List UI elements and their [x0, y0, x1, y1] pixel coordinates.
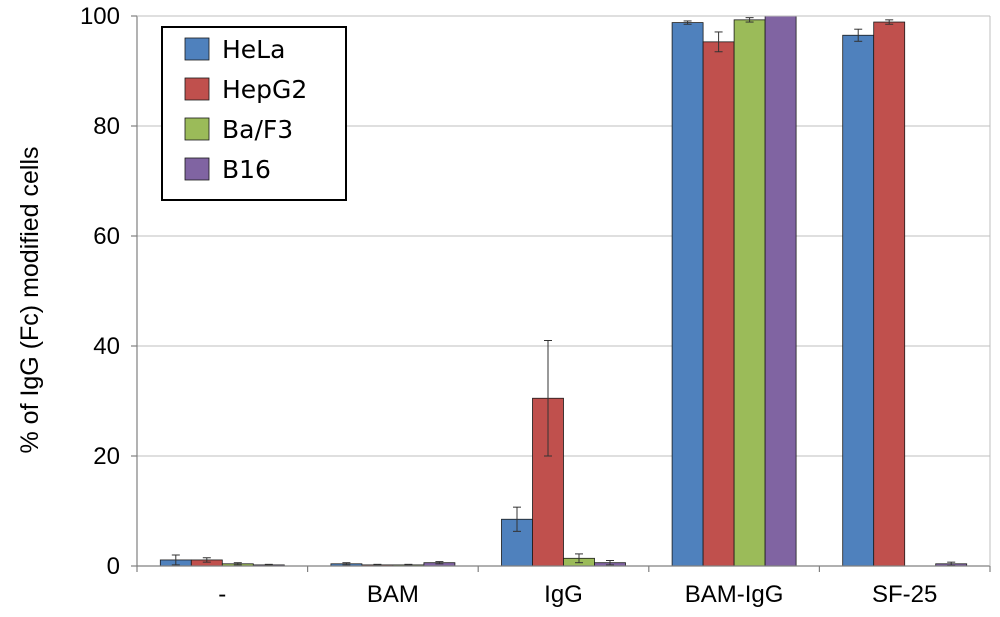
legend-swatch [184, 77, 210, 101]
y-tick-labels: 0 20 40 60 80 100 [80, 3, 120, 580]
legend-label: B16 [222, 155, 271, 184]
legend-label: HepG2 [222, 75, 307, 104]
x-tick-label: BAM [367, 581, 419, 608]
x-tick-labels: - BAM IgG BAM-IgG SF-25 [218, 581, 937, 608]
legend-label: Ba/F3 [222, 115, 293, 144]
y-tick-label: 100 [80, 3, 120, 30]
y-tick-label: 60 [93, 223, 120, 250]
y-axis-label: % of IgG (Fc) modified cells [16, 146, 44, 453]
x-tick-label: BAM-IgG [685, 581, 784, 608]
legend-swatch [184, 157, 210, 181]
bar [842, 34, 875, 567]
legend-swatch [184, 117, 210, 141]
bar [671, 22, 704, 567]
x-tick-label: - [218, 581, 226, 608]
legend-label: HeLa [222, 35, 285, 64]
bar [764, 15, 797, 567]
legend: HeLa HepG2 Ba/F3 B16 [161, 26, 347, 201]
bar [733, 19, 766, 567]
legend-swatch [184, 37, 210, 61]
y-tick-label: 0 [107, 553, 120, 580]
x-tick-label: IgG [544, 581, 583, 608]
x-tick-label: SF-25 [872, 581, 937, 608]
error-bars [171, 17, 956, 566]
y-tick-label: 40 [93, 333, 120, 360]
bar [873, 21, 906, 567]
y-tick-label: 80 [93, 113, 120, 140]
bar [702, 41, 735, 567]
axes [131, 15, 991, 572]
y-tick-label: 20 [93, 443, 120, 470]
